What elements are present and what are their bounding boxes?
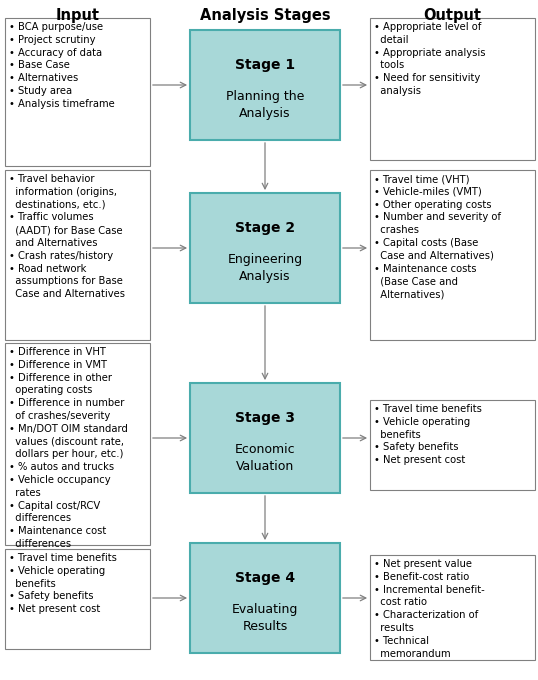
Text: Engineering
Analysis: Engineering Analysis: [228, 253, 302, 283]
Text: • Appropriate level of
  detail
• Appropriate analysis
  tools
• Need for sensit: • Appropriate level of detail • Appropri…: [374, 22, 485, 96]
Text: • Difference in VHT
• Difference in VMT
• Difference in other
  operating costs
: • Difference in VHT • Difference in VMT …: [9, 347, 128, 549]
Text: Input: Input: [55, 8, 100, 23]
Text: • BCA purpose/use
• Project scrutiny
• Accuracy of data
• Base Case
• Alternativ: • BCA purpose/use • Project scrutiny • A…: [9, 22, 115, 109]
Bar: [190, 193, 340, 303]
Text: Stage 1: Stage 1: [235, 58, 295, 72]
Text: • Net present value
• Benefit-cost ratio
• Incremental benefit-
  cost ratio
• C: • Net present value • Benefit-cost ratio…: [374, 559, 485, 659]
Bar: [370, 555, 535, 660]
Text: • Travel time (VHT)
• Vehicle-miles (VMT)
• Other operating costs
• Number and s: • Travel time (VHT) • Vehicle-miles (VMT…: [374, 174, 501, 299]
Bar: [5, 170, 150, 340]
Bar: [190, 383, 340, 493]
Bar: [370, 400, 535, 490]
Text: • Travel time benefits
• Vehicle operating
  benefits
• Safety benefits
• Net pr: • Travel time benefits • Vehicle operati…: [374, 404, 482, 465]
Text: Economic
Valuation: Economic Valuation: [235, 443, 295, 473]
Text: Stage 3: Stage 3: [235, 411, 295, 425]
Bar: [190, 30, 340, 140]
Bar: [5, 18, 150, 166]
Text: Stage 2: Stage 2: [235, 221, 295, 235]
Text: Analysis Stages: Analysis Stages: [200, 8, 330, 23]
Bar: [190, 543, 340, 653]
Bar: [370, 18, 535, 160]
Bar: [5, 343, 150, 545]
Text: Planning the
Analysis: Planning the Analysis: [226, 90, 304, 120]
Text: Evaluating
Results: Evaluating Results: [232, 603, 298, 632]
Text: Stage 4: Stage 4: [235, 571, 295, 585]
Text: • Travel time benefits
• Vehicle operating
  benefits
• Safety benefits
• Net pr: • Travel time benefits • Vehicle operati…: [9, 553, 117, 614]
Bar: [370, 170, 535, 340]
Text: • Travel behavior
  information (origins,
  destinations, etc.)
• Traffic volume: • Travel behavior information (origins, …: [9, 174, 125, 299]
Bar: [5, 549, 150, 649]
Text: Output: Output: [423, 8, 482, 23]
